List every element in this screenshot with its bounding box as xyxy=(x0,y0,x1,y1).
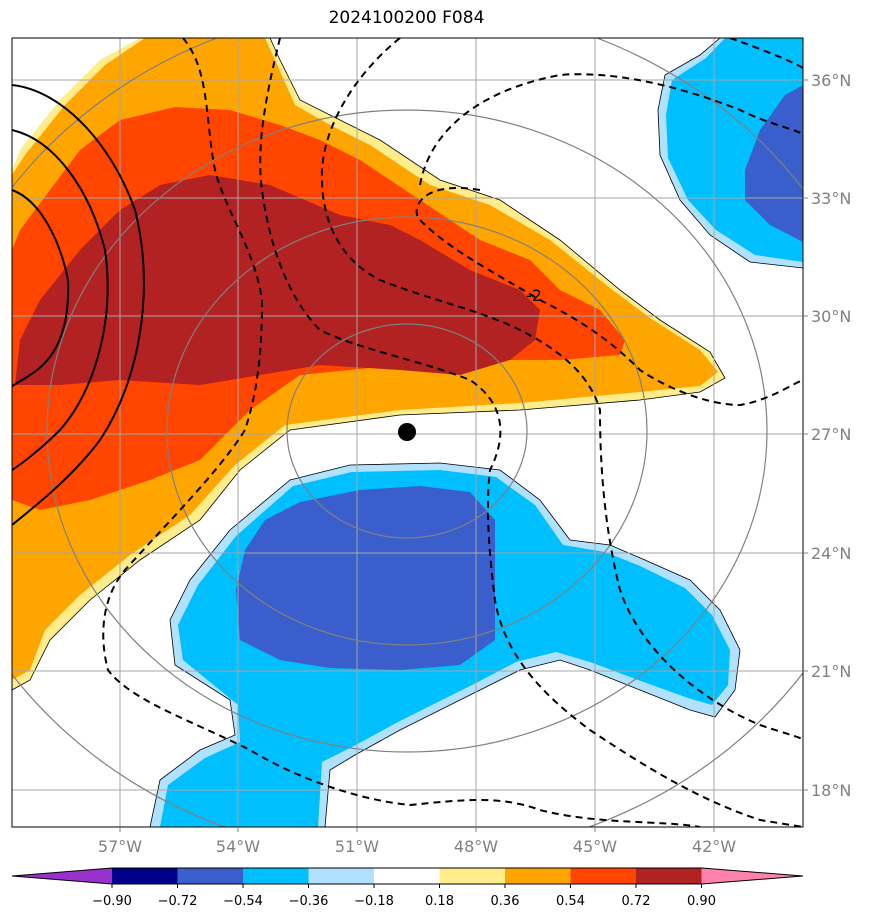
lat-axis: 36°N 33°N 30°N 27°N 24°N 21°N 18°N xyxy=(803,71,851,800)
colorbar-tick-label: 0.90 xyxy=(687,894,716,909)
lon-tick-label: 57°W xyxy=(98,837,142,856)
storm-center-marker xyxy=(398,423,416,441)
colorbar-tick-label: 0.54 xyxy=(556,894,585,909)
map-frame xyxy=(11,37,804,828)
colorbar-tick-label: −0.54 xyxy=(223,894,263,909)
colorbar-tick-label: −0.18 xyxy=(354,894,394,909)
colorbar-segment xyxy=(243,868,309,884)
colorbar-tick-label: 0.18 xyxy=(425,894,454,909)
colorbar-segment xyxy=(505,868,571,884)
colorbar: −0.90 −0.72 −0.54 −0.36 −0.18 0.18 0.36 0.54 0.7… xyxy=(11,867,804,909)
colorbar-tick-label: −0.90 xyxy=(92,894,132,909)
map-panel: -2 xyxy=(12,38,803,827)
colorbar-segment xyxy=(112,868,178,884)
lat-tick-label: 36°N xyxy=(811,71,851,90)
solid-contours xyxy=(12,84,145,526)
colorbar-tick-label: 0.36 xyxy=(491,894,520,909)
lat-tick-label: 33°N xyxy=(811,189,851,208)
lat-tick-label: 21°N xyxy=(811,662,851,681)
lon-tick-label: 45°W xyxy=(573,837,617,856)
colorbar-tick-label: 0.72 xyxy=(622,894,651,909)
colorbar-tick-label: −0.36 xyxy=(289,894,329,909)
colorbar-segment xyxy=(308,868,375,884)
lon-tick-label: 54°W xyxy=(216,837,260,856)
colorbar-segment xyxy=(374,868,440,884)
dashed-contours xyxy=(102,38,803,827)
colorbar-extend-high xyxy=(701,868,803,884)
lat-tick-label: 18°N xyxy=(811,781,851,800)
colorbar-extend-low xyxy=(12,868,112,884)
zero-contour-lines xyxy=(12,38,803,827)
lat-tick-label: 24°N xyxy=(811,544,851,563)
lon-axis: 57°W 54°W 51°W 48°W 45°W 42°W xyxy=(98,827,736,856)
range-rings xyxy=(12,38,803,827)
negative-anomaly-fill-northeast xyxy=(658,38,803,268)
colorbar-segment xyxy=(177,868,244,884)
contour-label: -2 xyxy=(526,286,542,305)
colorbar-segment xyxy=(570,868,637,884)
lon-tick-label: 48°W xyxy=(454,837,498,856)
lon-tick-label: 51°W xyxy=(335,837,379,856)
colorbar-segment xyxy=(439,868,506,884)
colorbar-segment xyxy=(636,868,702,884)
lon-tick-label: 42°W xyxy=(692,837,736,856)
colorbar-tick-label: −0.72 xyxy=(158,894,198,909)
lat-tick-label: 30°N xyxy=(811,307,851,326)
graticule xyxy=(12,38,803,827)
lat-tick-label: 27°N xyxy=(811,425,851,444)
plot-title: 2024100200 F084 xyxy=(328,8,485,28)
